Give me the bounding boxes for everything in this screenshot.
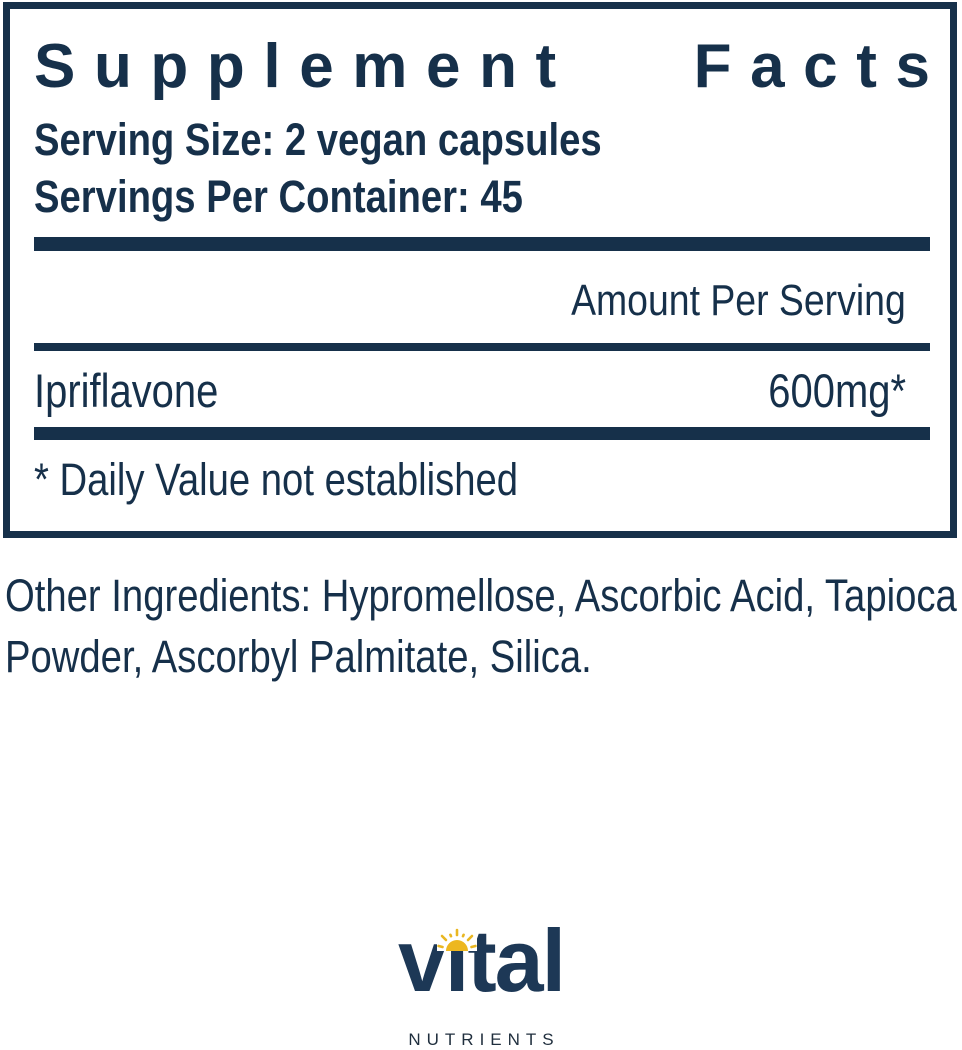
servings-per-container-text: Servings Per Container: 45 — [34, 171, 523, 222]
daily-value-footnote-text: * Daily Value not established — [34, 454, 519, 505]
daily-value-footnote: * Daily Value not established — [34, 450, 930, 510]
other-ingredients: Other Ingredients: Hypromellose, Ascorbi… — [5, 565, 957, 687]
sun-icon — [436, 917, 477, 951]
other-ingredients-line1: Other Ingredients: Hypromellose, Ascorbi… — [5, 570, 957, 621]
brand-logo: vital NUTRIENTS — [0, 917, 962, 1050]
logo-subtext: NUTRIENTS — [408, 1030, 560, 1049]
supplement-facts-panel: Supplement Facts Serving Size: 2 vegan c… — [3, 2, 957, 538]
logo-wordmark: vital — [397, 911, 566, 1010]
divider-thick-bottom — [34, 427, 930, 440]
other-ingredients-line2: Powder, Ascorbyl Palmitate, Silica. — [5, 631, 592, 682]
ingredient-row: Ipriflavone 600mg* — [34, 360, 930, 422]
title-word-facts: Facts — [693, 32, 949, 101]
serving-size-text: Serving Size: 2 vegan capsules — [34, 114, 602, 165]
divider-thin-middle — [34, 343, 930, 351]
divider-thick-top — [34, 237, 930, 251]
panel-title: Supplement Facts — [34, 35, 930, 99]
logo-wordmark-wrap: vital — [398, 917, 566, 1026]
serving-info: Serving Size: 2 vegan capsules Servings … — [34, 111, 930, 225]
amount-per-serving-header: Amount Per Serving — [34, 270, 930, 332]
ingredient-amount: 600mg* — [768, 364, 906, 417]
amount-per-serving-label: Amount Per Serving — [571, 276, 906, 325]
ingredient-name: Ipriflavone — [34, 364, 219, 417]
title-word-supplement: Supplement — [34, 32, 575, 101]
